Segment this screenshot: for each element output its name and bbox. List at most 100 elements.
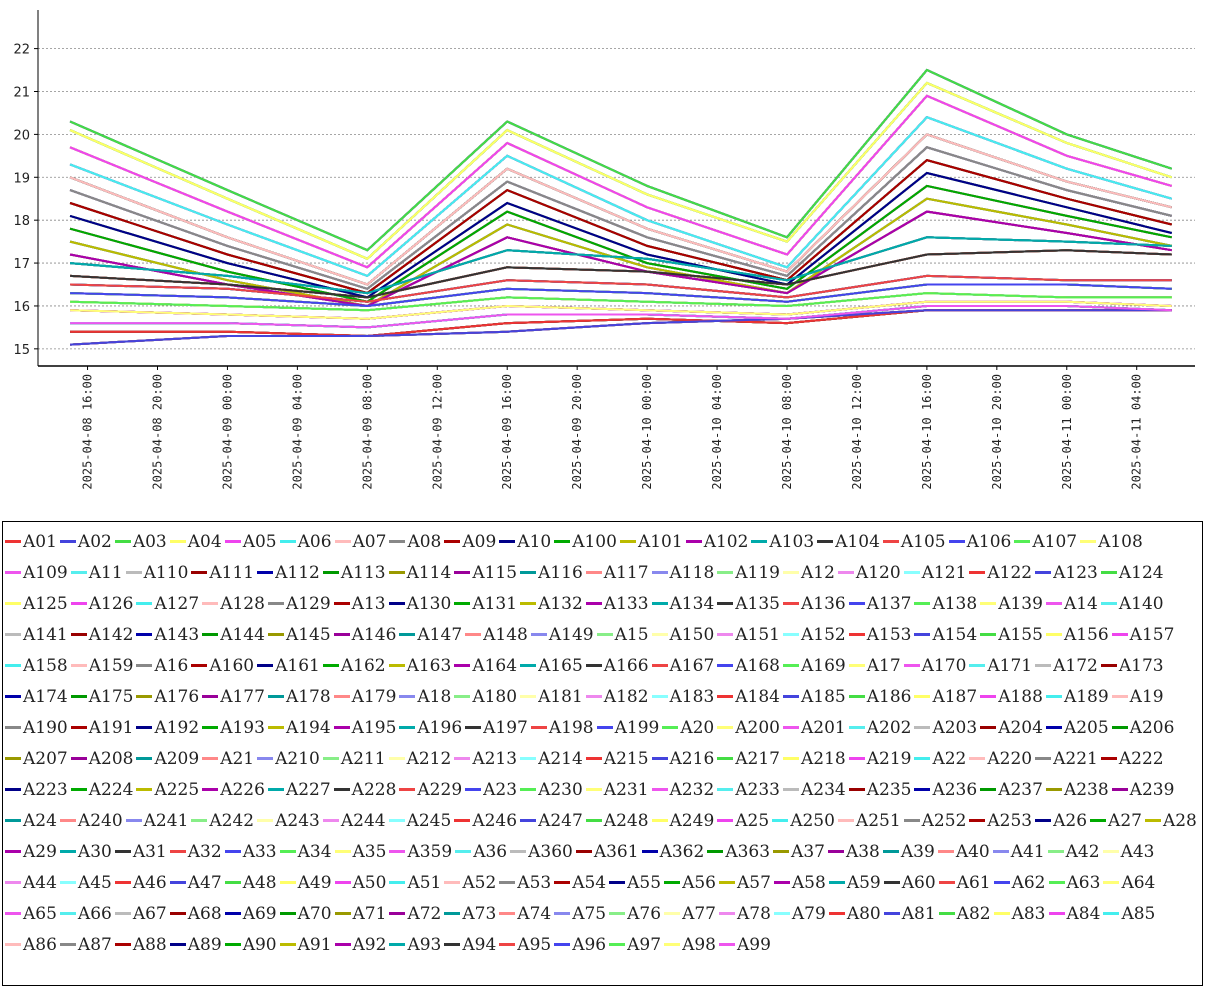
legend-entry: A91 <box>279 929 332 960</box>
legend-entry: A152 <box>783 619 846 650</box>
legend-swatch <box>609 912 626 915</box>
legend-entry: A184 <box>717 681 780 712</box>
legend-entry: A21 <box>202 743 254 774</box>
legend-label: A221 <box>1053 748 1098 769</box>
legend-label: A104 <box>835 531 880 552</box>
legend-label: A24 <box>23 810 57 831</box>
legend-swatch <box>444 912 461 915</box>
legend-label: A189 <box>1063 686 1109 707</box>
legend-swatch <box>333 633 350 636</box>
legend-swatch <box>388 571 405 574</box>
legend-swatch <box>837 571 854 574</box>
legend-label: A240 <box>77 810 123 831</box>
legend-swatch <box>685 540 702 543</box>
legend-label: A89 <box>187 934 222 955</box>
legend-entry: A109 <box>5 557 68 588</box>
legend-swatch <box>257 757 274 760</box>
legend-swatch <box>718 881 735 884</box>
legend-label: A193 <box>220 717 265 738</box>
legend-entry: A105 <box>882 526 946 557</box>
legend-swatch <box>59 850 76 853</box>
legend-entry: A84 <box>1048 898 1100 929</box>
legend-label: A176 <box>154 686 200 707</box>
legend-label: A21 <box>220 748 255 769</box>
legend-entry: A22 <box>914 743 966 774</box>
legend-swatch <box>224 912 241 915</box>
legend-label: A232 <box>669 779 715 800</box>
legend-swatch <box>499 540 516 543</box>
legend-entry: A131 <box>454 588 517 619</box>
legend-swatch <box>664 912 681 915</box>
legend-entry: A26 <box>1035 805 1087 836</box>
legend-entry: A119 <box>717 557 780 588</box>
series-line <box>69 133 1172 286</box>
legend-label: A106 <box>966 531 1012 552</box>
legend-swatch <box>334 943 351 946</box>
legend-swatch <box>1048 912 1065 915</box>
legend-swatch <box>202 633 219 636</box>
x-tick-label: 2025-04-09 08:00 <box>360 374 374 490</box>
legend-entry: A223 <box>5 774 68 805</box>
legend-label: A227 <box>285 779 331 800</box>
legend-entry: A04 <box>169 526 222 557</box>
legend-entry: A195 <box>333 712 397 743</box>
legend-swatch <box>783 602 799 605</box>
legend-swatch <box>59 881 76 884</box>
y-tick-label: 16 <box>13 300 30 315</box>
legend-label: A246 <box>472 810 518 831</box>
legend-swatch <box>59 819 76 822</box>
legend-label: A32 <box>187 841 222 862</box>
legend-entry: A211 <box>322 743 386 774</box>
legend-swatch <box>717 819 734 822</box>
legend-entry: A167 <box>651 650 714 681</box>
legend-label: A58 <box>791 872 826 893</box>
legend-swatch <box>520 695 537 698</box>
legend-swatch <box>914 633 931 636</box>
legend-entry: A07 <box>334 526 386 557</box>
legend-swatch <box>334 540 351 543</box>
legend-label: A98 <box>682 934 716 955</box>
x-tick-label: 2025-04-11 00:00 <box>1060 374 1074 490</box>
legend-swatch <box>114 943 131 946</box>
legend-label: A209 <box>154 748 200 769</box>
legend-entry: A133 <box>585 588 649 619</box>
legend-label: A228 <box>351 779 397 800</box>
legend-swatch <box>1144 819 1161 822</box>
legend-entry: A233 <box>717 774 780 805</box>
legend-entry: A247 <box>520 805 583 836</box>
legend-swatch <box>224 943 241 946</box>
legend-swatch <box>465 633 482 636</box>
legend-entry: A23 <box>465 774 517 805</box>
legend-label: A68 <box>187 903 222 924</box>
legend-label: A17 <box>866 655 901 676</box>
legend-entry: A162 <box>322 650 386 681</box>
legend-label: A08 <box>407 531 442 552</box>
legend-entry: A220 <box>969 743 1032 774</box>
legend-label: A165 <box>538 655 583 676</box>
legend-swatch <box>980 633 997 636</box>
legend-label: A09 <box>462 531 497 552</box>
legend-swatch <box>1100 571 1117 574</box>
legend-swatch <box>609 881 626 884</box>
legend-label: A134 <box>669 593 715 614</box>
legend-entry: A121 <box>903 557 966 588</box>
legend-label: A109 <box>23 562 68 583</box>
legend-label: A238 <box>1063 779 1109 800</box>
legend-swatch <box>717 726 734 729</box>
legend-entry: A31 <box>114 836 167 867</box>
legend-label: A225 <box>154 779 200 800</box>
legend-swatch <box>389 850 406 853</box>
legend-label: A29 <box>23 841 57 862</box>
legend-entry: A83 <box>993 898 1046 929</box>
legend-label: A127 <box>154 593 200 614</box>
series-line <box>69 133 1172 286</box>
legend-label: A359 <box>407 841 453 862</box>
legend-label: A195 <box>351 717 397 738</box>
legend-label: A114 <box>406 562 452 583</box>
legend-label: A48 <box>242 872 277 893</box>
legend-entry: A208 <box>70 743 133 774</box>
legend-entry: A189 <box>1045 681 1109 712</box>
legend-entry: A112 <box>257 557 320 588</box>
legend-swatch <box>1035 757 1052 760</box>
legend-swatch <box>619 540 636 543</box>
